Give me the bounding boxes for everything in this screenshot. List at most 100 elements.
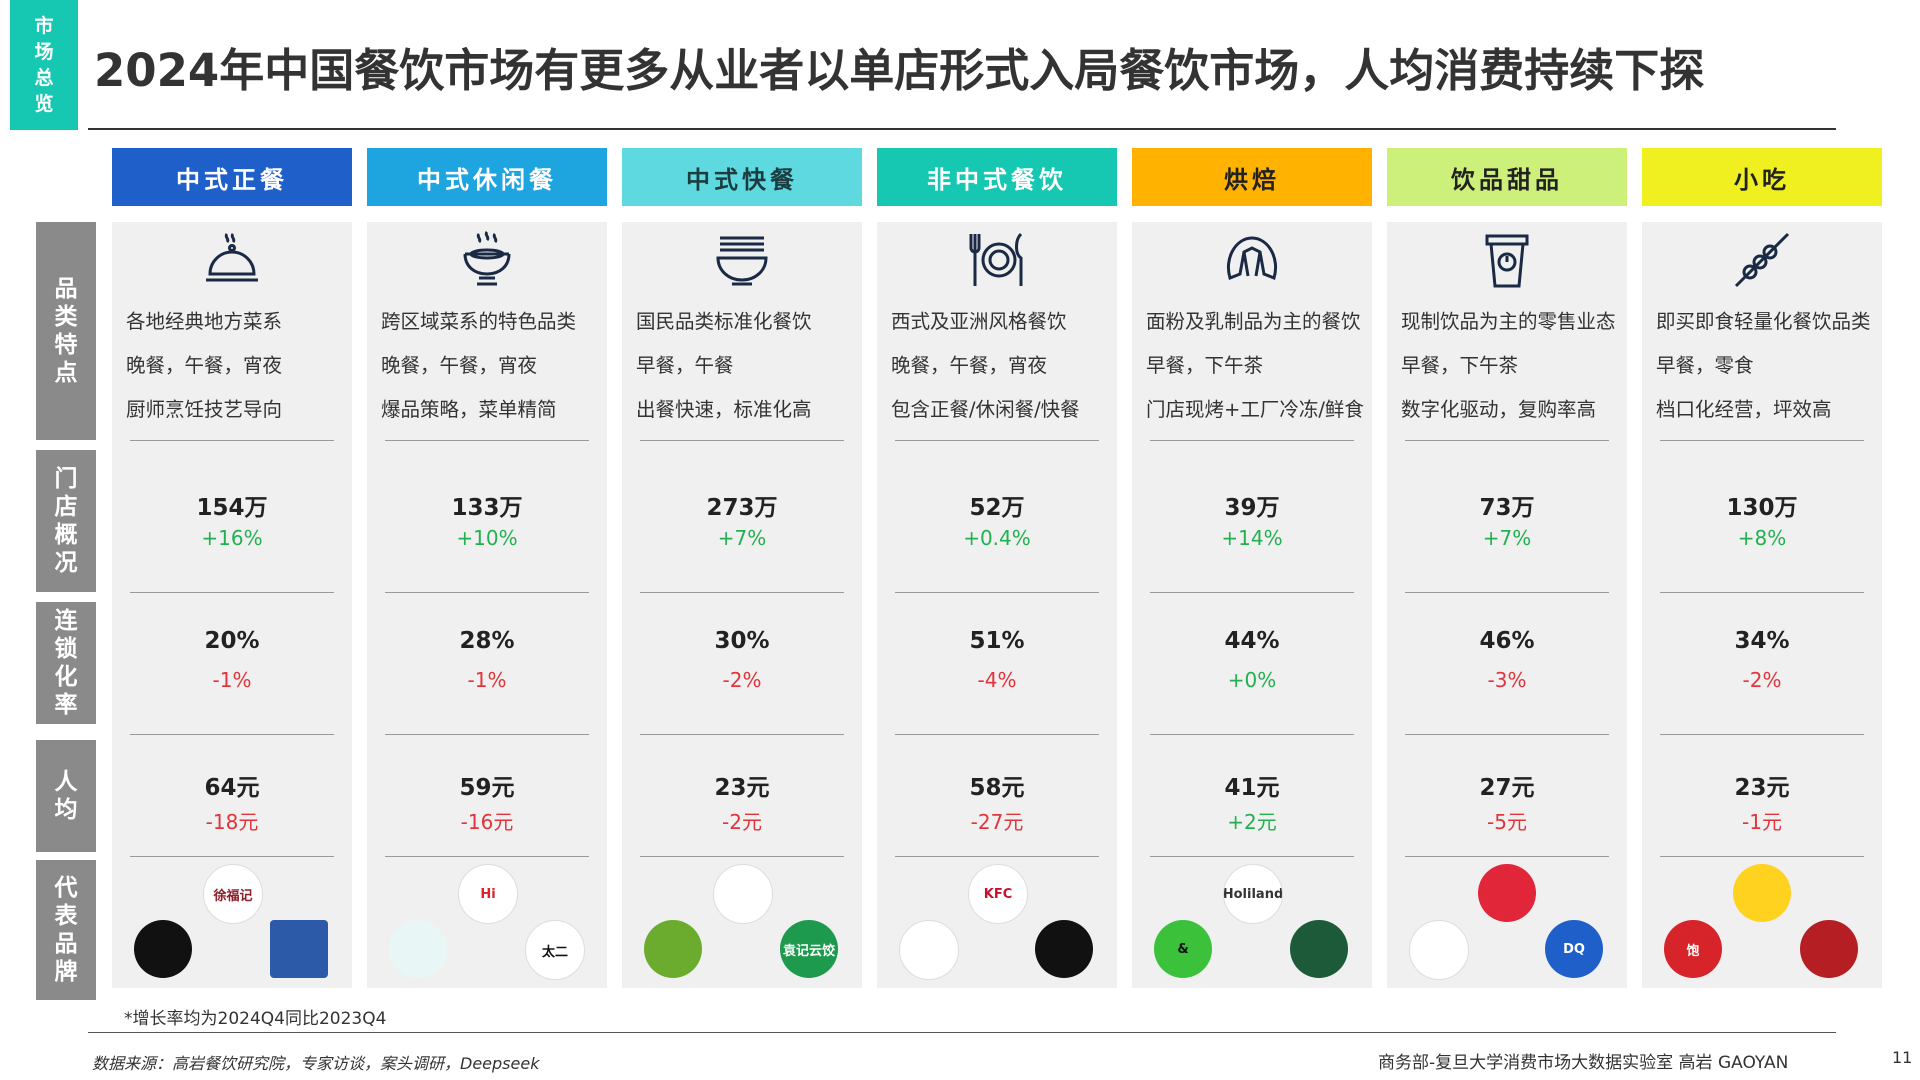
footnote: *增长率均为2024Q4同比2023Q4 [124, 1009, 387, 1029]
column-header: 中式休闲餐 [367, 148, 607, 206]
feature-line: 厨师烹饪技艺导向 [126, 398, 283, 421]
data-source: 数据来源：高岩餐饮研究院，专家访谈，案头调研，Deepseek [92, 1054, 540, 1073]
store-change: +7% [717, 526, 767, 550]
row-label-stores: 门 店 概 况 [36, 450, 96, 592]
store-change: +10% [456, 526, 518, 550]
row-label-char: 率 [54, 692, 78, 718]
brand-logo-2 [899, 920, 959, 980]
chain-rate: 30% [714, 628, 770, 654]
row-divider [1150, 440, 1354, 441]
cloche-icon [200, 228, 264, 292]
feature-line: 数字化驱动，复购率高 [1401, 398, 1597, 421]
drink-cup-icon [1475, 228, 1539, 292]
column-header: 中式正餐 [112, 148, 352, 206]
column-panel [367, 222, 607, 988]
per-capita-spend: 64元 [204, 775, 260, 801]
section-tag: 市 场 总 览 [10, 0, 78, 130]
row-label-char: 品 [54, 931, 78, 957]
page-title: 2024年中国餐饮市场有更多从业者以单店形式入局餐饮市场，人均消费持续下探 [94, 44, 1705, 97]
chain-rate-change: -4% [977, 668, 1017, 692]
chain-rate: 46% [1479, 628, 1535, 654]
row-label-char: 特 [54, 332, 78, 358]
row-divider [1405, 734, 1609, 735]
row-divider [1150, 856, 1354, 857]
brand-logo-3: 袁记云饺 [780, 920, 838, 978]
column-header: 非中式餐饮 [877, 148, 1117, 206]
store-change: +8% [1737, 526, 1787, 550]
feature-line: 即买即食轻量化餐饮品类 [1656, 310, 1871, 333]
row-label-char: 代 [54, 875, 78, 901]
feature-line: 档口化经营，坪效高 [1656, 398, 1832, 421]
brand-logo-1 [1733, 864, 1791, 922]
row-divider [130, 856, 334, 857]
row-label-char: 店 [54, 494, 78, 520]
chain-rate-change: -2% [1742, 668, 1782, 692]
feature-line: 早餐，下午茶 [1401, 354, 1519, 377]
brand-logo-1: 徐福记 [203, 864, 263, 924]
store-change: +7% [1482, 526, 1532, 550]
row-label-char: 锁 [54, 636, 78, 662]
chain-rate: 44% [1224, 628, 1280, 654]
brand-logo-3 [270, 920, 328, 978]
row-divider [1660, 856, 1864, 857]
per-capita-change: -1元 [1742, 810, 1782, 834]
row-divider [130, 440, 334, 441]
row-divider [130, 734, 334, 735]
feature-line: 包含正餐/休闲餐/快餐 [891, 398, 1080, 421]
column-panel [622, 222, 862, 988]
column-panel [112, 222, 352, 988]
row-divider [895, 734, 1099, 735]
brand-logo-1 [1478, 864, 1536, 922]
brand-logo-2 [389, 920, 447, 978]
row-divider [1405, 592, 1609, 593]
column-panel [877, 222, 1117, 988]
store-count: 130万 [1726, 495, 1798, 521]
store-count: 133万 [451, 495, 523, 521]
organization: 商务部-复旦大学消费市场大数据实验室 高岩 GAOYAN [1378, 1053, 1789, 1073]
chain-rate: 34% [1734, 628, 1790, 654]
chain-rate-change: -2% [722, 668, 762, 692]
feature-line: 国民品类标准化餐饮 [636, 310, 812, 333]
brand-logo-3 [1290, 920, 1348, 978]
row-label-features: 品 类 特 点 [36, 222, 96, 440]
row-label-char: 点 [54, 360, 78, 386]
row-divider [1660, 592, 1864, 593]
column-header: 烘焙 [1132, 148, 1372, 206]
noodle-bowl-icon [710, 228, 774, 292]
row-divider [640, 856, 844, 857]
row-label-char: 况 [54, 550, 78, 576]
store-count: 273万 [706, 495, 778, 521]
store-count: 73万 [1479, 495, 1535, 521]
row-label-chain-rate: 连 锁 化 率 [36, 602, 96, 724]
brand-logo-1: Holiland [1223, 864, 1283, 924]
brand-logo-2 [644, 920, 702, 978]
per-capita-change: -18元 [205, 810, 259, 834]
per-capita-change: -27元 [970, 810, 1024, 834]
per-capita-change: +2元 [1227, 810, 1277, 834]
row-label-char: 人 [54, 769, 78, 795]
row-divider [640, 592, 844, 593]
store-count: 39万 [1224, 495, 1280, 521]
column-header: 中式快餐 [622, 148, 862, 206]
fork-plate-knife-icon [965, 228, 1029, 292]
column-header: 饮品甜品 [1387, 148, 1627, 206]
row-divider [640, 734, 844, 735]
brand-logo-3: 太二 [525, 920, 585, 980]
section-tag-char: 场 [34, 41, 54, 63]
row-label-char: 连 [54, 608, 78, 634]
row-divider [640, 440, 844, 441]
column-panel [1642, 222, 1882, 988]
brand-logo-1: Hi [458, 864, 518, 924]
store-change: +14% [1221, 526, 1283, 550]
store-change: +0.4% [963, 526, 1031, 550]
row-label-char: 类 [54, 304, 78, 330]
brand-logo-2: 饱 [1664, 920, 1722, 978]
store-count: 154万 [196, 495, 268, 521]
row-label-per-capita: 人 均 [36, 740, 96, 852]
chain-rate-change: -1% [467, 668, 507, 692]
row-label-char: 均 [54, 797, 78, 823]
per-capita-spend: 41元 [1224, 775, 1280, 801]
row-divider [1150, 592, 1354, 593]
chain-rate-change: -3% [1487, 668, 1527, 692]
row-divider [1660, 734, 1864, 735]
